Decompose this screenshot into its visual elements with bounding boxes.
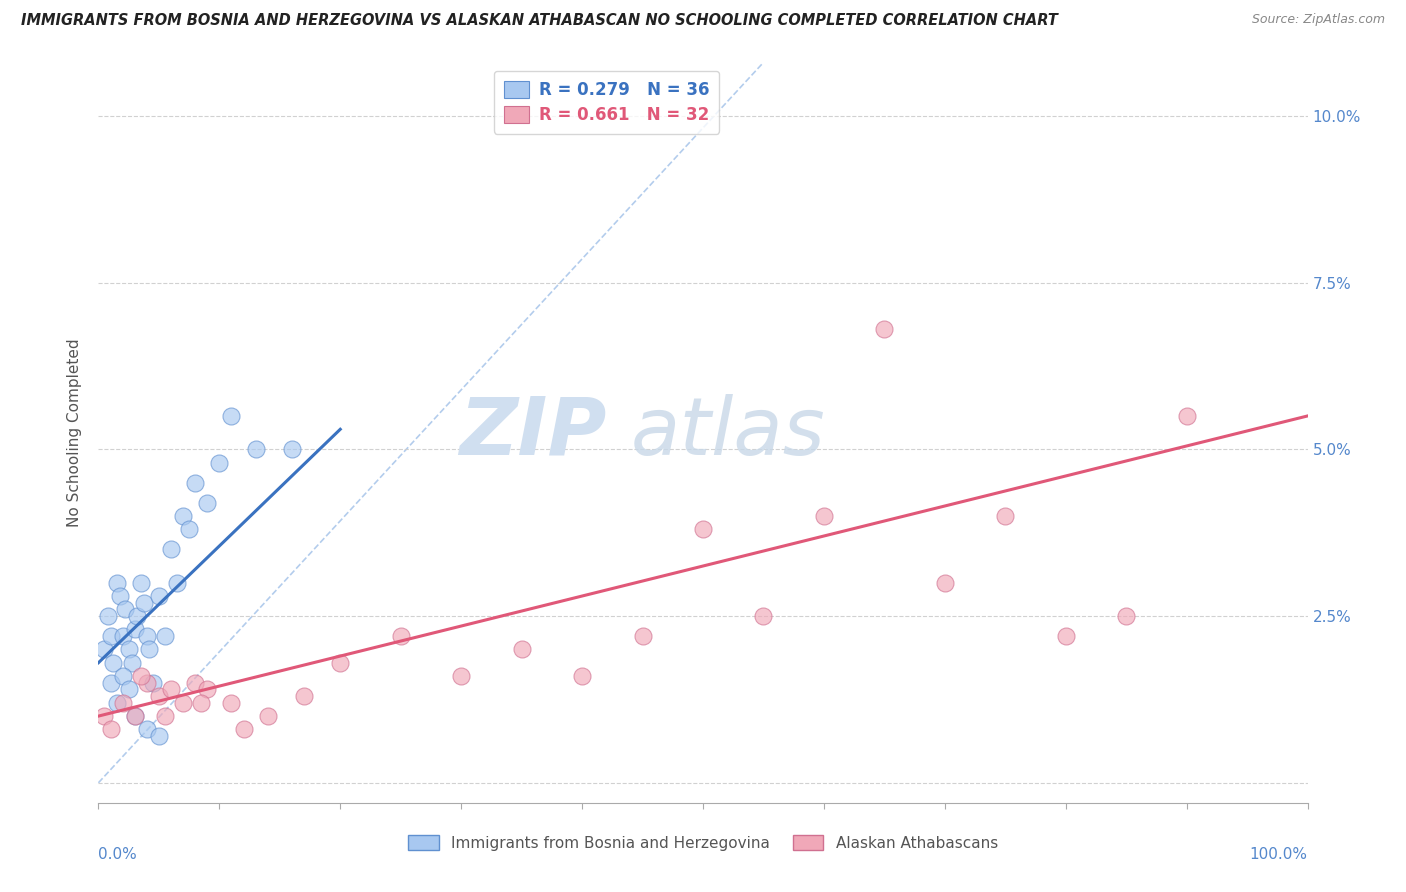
Point <box>232 723 254 737</box>
Point <box>1115 609 1137 624</box>
Point <box>195 682 218 697</box>
Point <box>571 669 593 683</box>
Point <box>1175 409 1198 423</box>
Point <box>184 675 207 690</box>
Point <box>97 609 120 624</box>
Point <box>111 629 134 643</box>
Point <box>124 709 146 723</box>
Point <box>135 629 157 643</box>
Point <box>142 675 165 690</box>
Point <box>184 475 207 490</box>
Point <box>994 508 1017 523</box>
Point <box>813 508 835 523</box>
Point <box>153 629 176 643</box>
Point <box>121 656 143 670</box>
Point <box>692 522 714 536</box>
Point <box>195 496 218 510</box>
Point <box>138 642 160 657</box>
Point <box>135 723 157 737</box>
Legend: Immigrants from Bosnia and Herzegovina, Alaskan Athabascans: Immigrants from Bosnia and Herzegovina, … <box>408 835 998 851</box>
Point <box>208 456 231 470</box>
Point <box>100 629 122 643</box>
Text: 0.0%: 0.0% <box>98 847 138 863</box>
Point <box>221 409 243 423</box>
Point <box>148 589 170 603</box>
Point <box>124 709 146 723</box>
Text: IMMIGRANTS FROM BOSNIA AND HERZEGOVINA VS ALASKAN ATHABASCAN NO SCHOOLING COMPLE: IMMIGRANTS FROM BOSNIA AND HERZEGOVINA V… <box>21 13 1057 29</box>
Point <box>292 689 315 703</box>
Point <box>118 642 141 657</box>
Point <box>1054 629 1077 643</box>
Point <box>752 609 775 624</box>
Point <box>329 656 352 670</box>
Point <box>148 689 170 703</box>
Point <box>153 709 176 723</box>
Point <box>934 575 956 590</box>
Point <box>93 642 115 657</box>
Point <box>118 682 141 697</box>
Point <box>148 729 170 743</box>
Point <box>105 696 128 710</box>
Point <box>108 589 131 603</box>
Point <box>111 696 134 710</box>
Point <box>389 629 412 643</box>
Text: atlas: atlas <box>630 393 825 472</box>
Point <box>631 629 654 643</box>
Point <box>256 709 278 723</box>
Point <box>111 669 134 683</box>
Point <box>100 675 122 690</box>
Point <box>510 642 533 657</box>
Point <box>873 322 896 336</box>
Point <box>135 675 157 690</box>
Text: 100.0%: 100.0% <box>1250 847 1308 863</box>
Text: ZIP: ZIP <box>458 393 606 472</box>
Point <box>172 508 194 523</box>
Point <box>127 609 149 624</box>
Point <box>281 442 304 457</box>
Point <box>179 522 201 536</box>
Point <box>450 669 472 683</box>
Point <box>166 575 188 590</box>
Point <box>124 623 146 637</box>
Point <box>114 602 136 616</box>
Point <box>160 682 183 697</box>
Point <box>134 596 156 610</box>
Y-axis label: No Schooling Completed: No Schooling Completed <box>67 338 83 527</box>
Point <box>129 575 152 590</box>
Point <box>100 723 122 737</box>
Point <box>172 696 194 710</box>
Point <box>129 669 152 683</box>
Point <box>160 542 183 557</box>
Point <box>105 575 128 590</box>
Text: Source: ZipAtlas.com: Source: ZipAtlas.com <box>1251 13 1385 27</box>
Point <box>190 696 212 710</box>
Point <box>93 709 115 723</box>
Point <box>245 442 267 457</box>
Point <box>221 696 243 710</box>
Point <box>101 656 124 670</box>
